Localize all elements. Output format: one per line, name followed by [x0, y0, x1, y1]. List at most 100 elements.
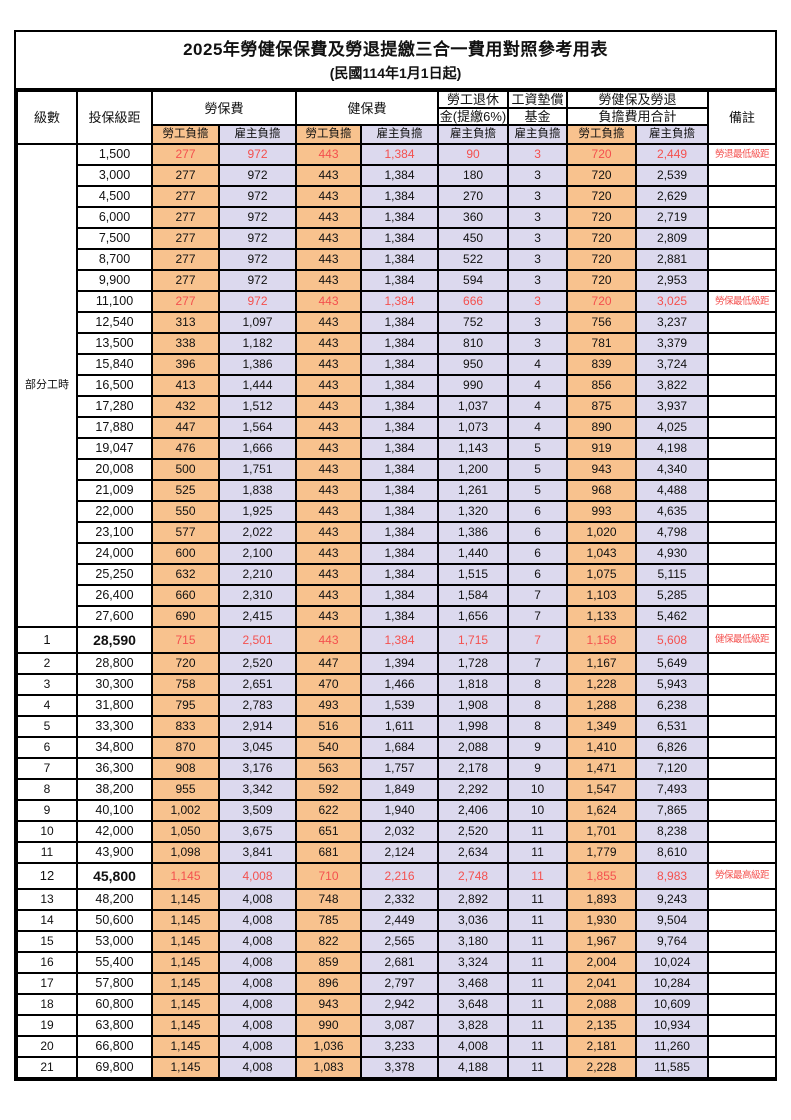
- fund_er-cell: 11: [507, 1056, 569, 1079]
- labor_emp-cell: 1,145: [151, 1014, 220, 1037]
- health_emp-cell: 681: [295, 841, 363, 864]
- remark-cell: [707, 799, 778, 822]
- fund_er-cell: 3: [507, 248, 569, 271]
- bracket-cell: 33,300: [76, 715, 153, 738]
- pension_er-cell: 2,292: [437, 778, 510, 801]
- health_er-cell: 1,384: [360, 626, 440, 654]
- header-wage-fund-line1: 工資墊償: [507, 90, 569, 109]
- table-row: 19,047 476 1,666 443 1,384 1,143 5 919 4,198: [17, 437, 778, 460]
- grade-cell: 21: [16, 1056, 78, 1079]
- fund_er-cell: 4: [507, 374, 569, 397]
- remark-cell: [707, 841, 778, 864]
- grade-cell: 19: [16, 1014, 78, 1037]
- total_er-cell: 3,237: [635, 311, 710, 334]
- remark-cell: [707, 521, 778, 544]
- health_er-cell: 1,384: [360, 185, 440, 208]
- remark-cell: [707, 1035, 778, 1058]
- fund_er-cell: 11: [507, 862, 569, 890]
- table-row: 7 36,300 908 3,176 563 1,757 2,178 9 1,471 7,120: [16, 757, 778, 780]
- total_er-cell: 8,983: [635, 862, 710, 890]
- table-row: 13,500 338 1,182 443 1,384 810 3 781 3,379: [17, 332, 778, 355]
- header-pension-line1: 勞工退休: [437, 90, 510, 109]
- grade-cell: 12: [16, 862, 78, 890]
- total_emp-cell: 756: [566, 311, 638, 334]
- labor_emp-cell: 1,145: [151, 993, 220, 1016]
- pension_er-cell: 2,406: [437, 799, 510, 822]
- health_emp-cell: 1,036: [295, 1035, 363, 1058]
- total_er-cell: 11,260: [635, 1035, 710, 1058]
- health_emp-cell: 470: [295, 673, 363, 696]
- total_emp-cell: 1,043: [566, 542, 638, 565]
- subheader-health-employee: 勞工負擔: [295, 124, 363, 145]
- health_emp-cell: 443: [295, 437, 363, 460]
- remark-cell: [707, 311, 778, 334]
- remark-cell: [707, 778, 778, 801]
- health_emp-cell: 447: [295, 652, 363, 675]
- total_emp-cell: 720: [566, 164, 638, 187]
- bracket-cell: 66,800: [76, 1035, 153, 1058]
- health_er-cell: 1,384: [360, 479, 440, 502]
- header-bracket: 投保級距: [76, 90, 153, 145]
- remark-cell: [707, 694, 778, 717]
- header-health-insurance: 健保費: [295, 90, 440, 126]
- subheader-total-employer: 雇主負擔: [635, 124, 710, 145]
- remark-cell: 勞保最高級距: [707, 862, 778, 890]
- total_emp-cell: 781: [566, 332, 638, 355]
- health_er-cell: 2,124: [360, 841, 440, 864]
- pension_er-cell: 450: [437, 227, 510, 250]
- fund_er-cell: 6: [507, 521, 569, 544]
- total_emp-cell: 1,103: [566, 584, 638, 607]
- table-row: 3,000 277 972 443 1,384 180 3 720 2,539: [17, 164, 778, 187]
- health_er-cell: 2,681: [360, 951, 440, 974]
- bracket-cell: 24,000: [76, 542, 153, 565]
- table-row: 16 55,400 1,145 4,008 859 2,681 3,324 11 2,004 10…: [16, 951, 778, 974]
- health_emp-cell: 493: [295, 694, 363, 717]
- health_emp-cell: 443: [295, 563, 363, 586]
- total_emp-cell: 1,158: [566, 626, 638, 654]
- remark-cell: 勞退最低級距: [707, 143, 778, 166]
- labor_emp-cell: 600: [151, 542, 220, 565]
- total_er-cell: 2,539: [635, 164, 710, 187]
- fund_er-cell: 3: [507, 269, 569, 292]
- bracket-cell: 22,000: [76, 500, 153, 523]
- health_emp-cell: 1,083: [295, 1056, 363, 1079]
- labor_er-cell: 972: [217, 143, 298, 166]
- table-row: 21 69,800 1,145 4,008 1,083 3,378 4,188 11 2,228…: [16, 1056, 778, 1079]
- total_er-cell: 7,120: [635, 757, 710, 780]
- labor_er-cell: 2,100: [217, 542, 298, 565]
- health_er-cell: 1,384: [360, 500, 440, 523]
- table-row: 8 38,200 955 3,342 592 1,849 2,292 10 1,547 7,493: [16, 778, 778, 801]
- pension_er-cell: 522: [437, 248, 510, 271]
- total_er-cell: 8,238: [635, 820, 710, 843]
- bracket-cell: 15,840: [76, 353, 153, 376]
- labor_er-cell: 972: [217, 206, 298, 229]
- total_emp-cell: 2,004: [566, 951, 638, 974]
- grade-cell: 18: [16, 993, 78, 1016]
- total_emp-cell: 1,349: [566, 715, 638, 738]
- premium-table: 級數 投保級距 勞保費 健保費 勞工退休 工資墊償 勞健保及勞退 備註 金(提繳…: [16, 90, 778, 1079]
- fund_er-cell: 8: [507, 673, 569, 696]
- total_emp-cell: 2,041: [566, 972, 638, 995]
- health_er-cell: 1,384: [360, 542, 440, 565]
- table-row: 9,900 277 972 443 1,384 594 3 720 2,953: [17, 269, 778, 292]
- total_er-cell: 3,937: [635, 395, 710, 418]
- bracket-cell: 50,600: [76, 909, 153, 932]
- labor_emp-cell: 577: [151, 521, 220, 544]
- labor_er-cell: 2,501: [217, 626, 298, 654]
- health_er-cell: 2,032: [360, 820, 440, 843]
- premium-reference-sheet: 2025年勞健保保費及勞退提繳三合一費用對照參考用表 (民國114年1月1日起)…: [14, 30, 778, 1081]
- bracket-cell: 60,800: [76, 993, 153, 1016]
- pension_er-cell: 180: [437, 164, 510, 187]
- labor_emp-cell: 833: [151, 715, 220, 738]
- total_emp-cell: 720: [566, 290, 638, 313]
- pension_er-cell: 90: [437, 143, 510, 166]
- total_er-cell: 5,285: [635, 584, 710, 607]
- labor_er-cell: 4,008: [217, 862, 298, 890]
- health_er-cell: 1,384: [360, 332, 440, 355]
- health_er-cell: 3,233: [360, 1035, 440, 1058]
- page-subtitle: (民國114年1月1日起): [329, 65, 462, 81]
- header-labor-insurance: 勞保費: [150, 90, 298, 126]
- fund_er-cell: 3: [507, 227, 569, 250]
- labor_er-cell: 1,925: [217, 500, 298, 523]
- total_er-cell: 9,764: [635, 930, 710, 953]
